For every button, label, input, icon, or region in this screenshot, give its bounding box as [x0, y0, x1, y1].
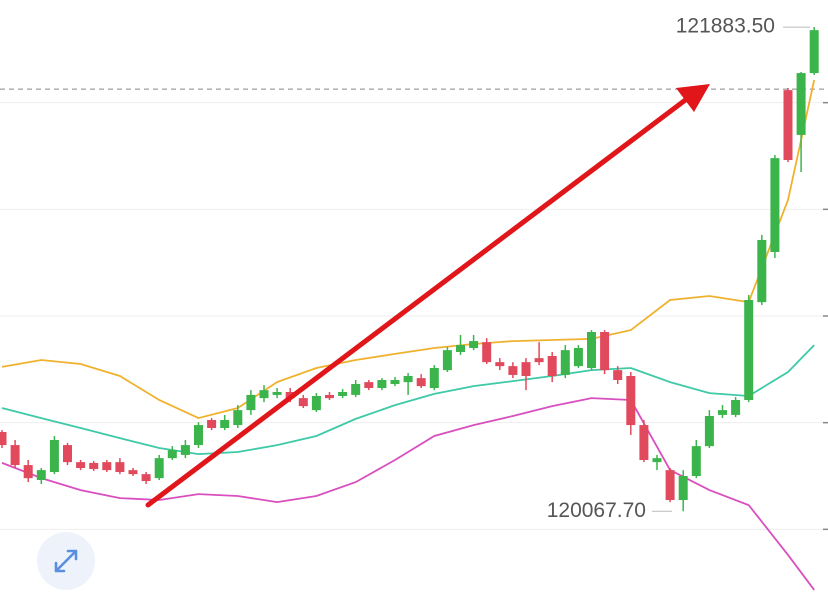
candle-body — [456, 345, 465, 352]
candle-body — [10, 445, 20, 466]
candle-body — [639, 425, 649, 460]
candle-body — [115, 462, 125, 472]
candle-body — [521, 362, 531, 376]
candle-body — [731, 400, 741, 415]
candle-body — [63, 445, 72, 463]
candle-body — [102, 462, 112, 471]
candle-body — [718, 410, 727, 415]
candle-body — [377, 380, 387, 388]
indicator-line — [1, 397, 815, 591]
candle-body — [469, 341, 479, 348]
candle-body — [416, 378, 426, 387]
candles — [0, 27, 819, 512]
candle-body — [809, 30, 819, 74]
trend-arrow — [145, 84, 710, 508]
candle-body — [587, 332, 596, 368]
candle-body — [704, 416, 714, 447]
candle-body — [141, 474, 151, 482]
candle-body — [259, 390, 269, 399]
candle-body — [23, 465, 33, 479]
candle-body — [272, 392, 282, 395]
candle-body — [390, 380, 400, 384]
candle-body — [547, 356, 557, 376]
candle-body — [128, 470, 138, 475]
candle-body — [508, 366, 518, 375]
candle-body — [220, 420, 230, 428]
expand-button[interactable] — [37, 532, 95, 590]
indicator-line — [1, 79, 816, 420]
candle-body — [89, 462, 99, 470]
candle-body — [403, 376, 413, 383]
candle-body — [770, 158, 780, 252]
candle-body — [36, 470, 46, 480]
candle-body — [49, 440, 59, 472]
candle-body — [652, 458, 662, 463]
candle-body — [207, 420, 217, 428]
candle-body — [76, 462, 86, 468]
candle-body — [783, 90, 793, 160]
candle-body — [744, 300, 754, 400]
candle-body — [194, 425, 203, 446]
candle-body — [600, 332, 610, 371]
candle-body — [796, 73, 806, 135]
candle-body — [573, 348, 583, 367]
candle-body — [482, 342, 492, 363]
candle-body — [338, 392, 348, 396]
candle-body — [0, 432, 7, 446]
candle-body — [325, 394, 334, 399]
candle-body — [311, 396, 321, 411]
candle-body — [167, 450, 177, 459]
candle-body — [613, 370, 623, 380]
candle-body — [534, 358, 544, 363]
candle-body — [495, 362, 505, 367]
candle-body — [442, 350, 452, 371]
candle-body — [233, 410, 243, 426]
candle-body — [364, 382, 374, 388]
indicator-line — [1, 344, 815, 456]
annotation-label: 121883.50 — [676, 15, 775, 38]
candle-body — [180, 445, 190, 455]
candle-body — [691, 446, 701, 476]
annotation-label: 120067.70 — [547, 499, 646, 522]
candle-body — [246, 394, 256, 411]
candle-body — [665, 470, 675, 500]
candle-body — [351, 384, 361, 395]
candle-body — [678, 476, 688, 500]
indicator-lines — [1, 79, 816, 591]
annotations: 121883.50 120067.70 — [547, 15, 810, 522]
candle-body — [626, 376, 636, 426]
candle-body — [154, 458, 164, 479]
candle-body — [298, 398, 308, 407]
candle-body — [429, 368, 439, 388]
candle-body — [560, 350, 570, 375]
grid — [0, 88, 828, 531]
candle-body — [757, 240, 767, 303]
